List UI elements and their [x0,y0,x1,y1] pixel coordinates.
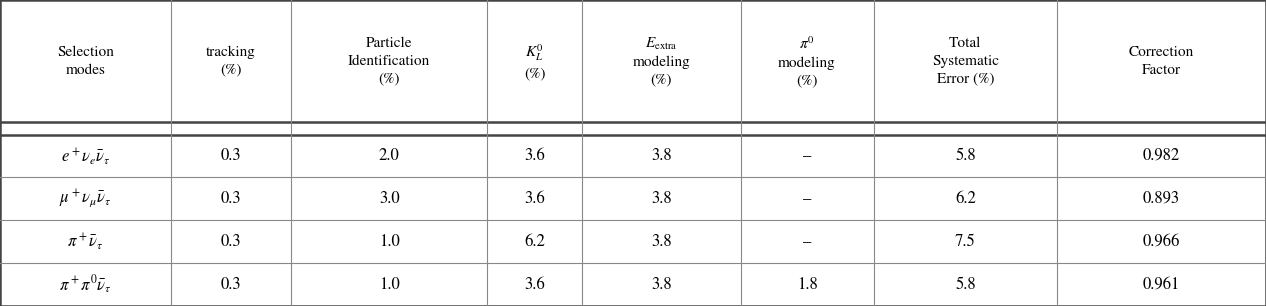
Text: 5.8: 5.8 [955,277,976,293]
Text: 0.961: 0.961 [1143,277,1180,293]
Text: 1.0: 1.0 [379,277,400,293]
Text: 1.8: 1.8 [796,277,818,293]
Text: $\pi^0$
modeling
(%): $\pi^0$ modeling (%) [779,35,836,87]
Text: tracking
(%): tracking (%) [206,46,256,77]
Text: 6.2: 6.2 [524,234,546,250]
Text: $E_{\rm extra}$
modeling
(%): $E_{\rm extra}$ modeling (%) [633,35,690,87]
Text: 6.2: 6.2 [955,191,976,207]
Text: Total
Systematic
Error (%): Total Systematic Error (%) [932,37,999,85]
Text: 3.0: 3.0 [379,191,400,207]
Text: 2.0: 2.0 [379,148,400,164]
Text: 0.893: 0.893 [1143,191,1180,207]
Text: 3.6: 3.6 [524,191,546,207]
Text: 1.0: 1.0 [379,234,400,250]
Text: –: – [803,148,812,164]
Text: 0.3: 0.3 [220,148,242,164]
Text: $K_L^0$
(%): $K_L^0$ (%) [524,42,546,80]
Text: 0.3: 0.3 [220,191,242,207]
Text: 5.8: 5.8 [955,148,976,164]
Text: Correction
Factor: Correction Factor [1129,46,1194,77]
Text: $\pi^+\bar{\nu}_\tau$: $\pi^+\bar{\nu}_\tau$ [67,231,104,252]
Text: 3.8: 3.8 [651,277,672,293]
Text: 0.982: 0.982 [1143,148,1180,164]
Text: $\mu^+\nu_\mu\bar{\nu}_\tau$: $\mu^+\nu_\mu\bar{\nu}_\tau$ [60,188,111,210]
Text: 3.8: 3.8 [651,148,672,164]
Text: –: – [803,191,812,207]
Text: –: – [803,234,812,250]
Text: 0.3: 0.3 [220,234,242,250]
Text: Selection
modes: Selection modes [57,46,114,77]
Text: $e^+\nu_e\bar{\nu}_\tau$: $e^+\nu_e\bar{\nu}_\tau$ [61,146,110,166]
Text: Particle
Identification
(%): Particle Identification (%) [348,37,430,85]
Text: $\pi^+\pi^0\bar{\nu}_\tau$: $\pi^+\pi^0\bar{\nu}_\tau$ [60,273,111,296]
Text: 3.6: 3.6 [524,148,546,164]
Text: 0.3: 0.3 [220,277,242,293]
Text: 0.966: 0.966 [1143,234,1180,250]
Text: 3.8: 3.8 [651,191,672,207]
Text: 7.5: 7.5 [955,234,976,250]
Text: 3.8: 3.8 [651,234,672,250]
Text: 3.6: 3.6 [524,277,546,293]
